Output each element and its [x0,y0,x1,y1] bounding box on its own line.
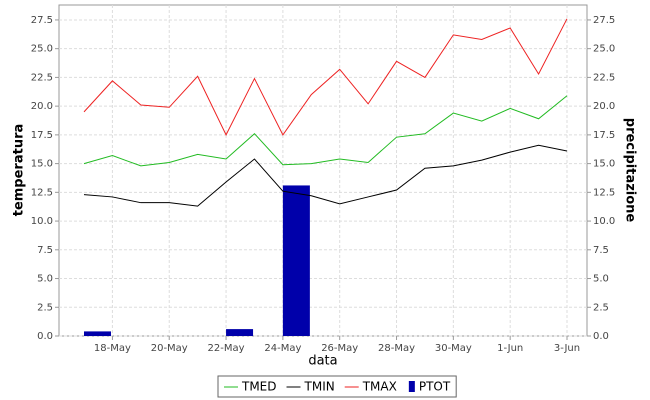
legend-swatch [408,381,415,392]
legend: TMED TMIN TMAX PTOT [217,375,457,398]
line [83,95,568,167]
x-tick-label: 26-May [321,343,358,354]
y2-tick-label: 27.5 [593,15,615,26]
line [83,144,568,207]
y2-tick-label: 2.5 [593,302,609,313]
legend-box [217,375,457,398]
x-tick-label: 28-May [378,343,415,354]
legend-label: TMAX [362,380,397,394]
y2-tick-label: 25.0 [593,44,615,55]
y2-axis-title: precipitazione [623,118,638,223]
x-tick-label: 20-May [151,343,188,354]
y-tick-label: 7.5 [37,245,53,256]
y2-tick-label: 17.5 [593,130,615,141]
y2-tick-label: 10.0 [593,216,615,227]
y2-tick-label: 5.0 [593,274,609,285]
y-tick-label: 17.5 [31,130,53,141]
x-tick-label: 1-Jun [497,343,523,354]
y-axis-title: temperatura [12,124,27,217]
y2-tick-label: 15.0 [593,159,615,170]
y-tick-label: 27.5 [31,15,53,26]
y-tick-label: 12.5 [31,187,53,198]
y-tick-label: 2.5 [37,302,53,313]
legend-label: PTOT [419,380,451,394]
x-tick-label: 18-May [94,343,131,354]
y-tick-label: 10.0 [31,216,53,227]
x-tick-label: 24-May [264,343,301,354]
x-tick-label: 3-Jun [554,343,580,354]
y-tick-label: 5.0 [37,274,53,285]
y2-tick-label: 7.5 [593,245,609,256]
bar [226,329,254,336]
y-tick-label: 22.5 [31,72,53,83]
x-axis-title: data [308,354,337,369]
y2-tick-label: 20.0 [593,101,615,112]
line [83,18,568,136]
legend-label: TMED [241,380,277,394]
y-tick-label: 20.0 [31,101,53,112]
y-tick-label: 25.0 [31,44,53,55]
y-tick-label: 0.0 [37,331,53,342]
bar [84,331,111,336]
legend-label: TMIN [304,380,335,394]
y2-tick-label: 0.0 [593,331,609,342]
x-tick-label: 22-May [208,343,245,354]
y2-tick-label: 22.5 [593,72,615,83]
y2-tick-label: 12.5 [593,187,615,198]
bar [282,185,310,336]
y-tick-label: 15.0 [31,159,53,170]
x-tick-label: 30-May [435,343,472,354]
plot-area [58,4,588,337]
